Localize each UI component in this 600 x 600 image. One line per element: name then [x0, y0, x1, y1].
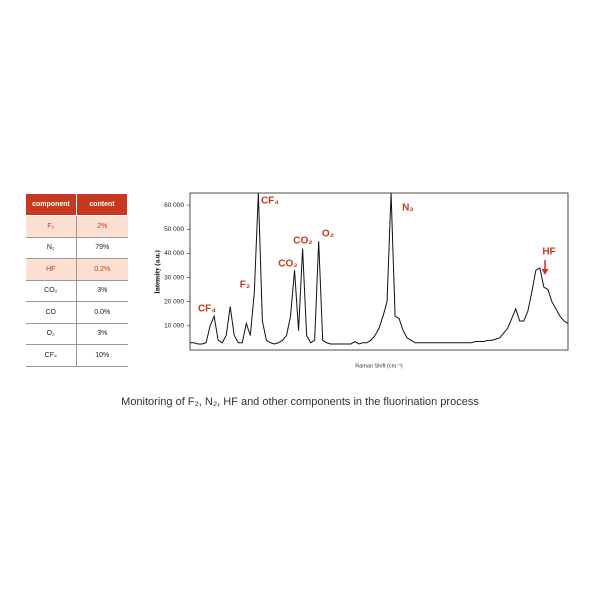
hf-arrowhead	[541, 269, 549, 275]
peak-label: O₂	[322, 229, 334, 240]
peak-label: N₂	[402, 203, 414, 214]
table-row: N₂ 79%	[25, 237, 128, 259]
table-row: CO₂ 3%	[25, 280, 128, 302]
header-cell: component	[25, 193, 77, 216]
table-row: F₂ 2%	[25, 215, 128, 238]
y-tick-label: 50 000	[164, 226, 184, 233]
table-cell: F₂	[25, 215, 77, 238]
peak-label: CO₂	[293, 236, 312, 247]
table-row: O₂ 3%	[25, 323, 128, 345]
spectrum-line	[190, 192, 569, 345]
table-body: F₂ 2% N₂ 79% HF 0.2% CO₂ 3% CO 0.0% O₂ 3% CF₄ 10%	[25, 215, 128, 367]
peak-label: F₂	[240, 280, 251, 291]
table-row: CO 0.0%	[25, 301, 128, 324]
table-cell: O₂	[25, 323, 77, 345]
peak-label: HF	[542, 247, 555, 258]
y-axis-label: Intensity (a.u.)	[154, 249, 162, 293]
y-tick-label: 30 000	[164, 274, 184, 281]
peak-label: CO₂	[278, 259, 297, 270]
table-cell: CO₂	[25, 280, 77, 302]
y-tick-label: 10 000	[164, 323, 184, 330]
table-cell: 79%	[76, 237, 128, 259]
table-row: HF 0.2%	[25, 258, 128, 281]
header-row: component content	[25, 193, 128, 216]
peak-label: CF₄	[198, 304, 216, 315]
table-cell: 2%	[76, 215, 128, 238]
composition-table: component content F₂ 2% N₂ 79% HF 0.2% CO₂ 3% CO 0…	[25, 193, 128, 367]
x-axis-label: Raman Shift (cm⁻¹)	[355, 363, 403, 369]
plot-frame	[189, 192, 569, 351]
y-tick-label: 20 000	[164, 298, 184, 305]
y-tick-label: 60 000	[164, 202, 184, 209]
header-cell: content	[76, 193, 128, 216]
table-cell: HF	[25, 258, 77, 281]
table-cell: 0.0%	[76, 301, 128, 324]
table-cell: 10%	[76, 344, 128, 367]
caption: Monitoring of F₂, N₂, HF and other compo…	[121, 396, 479, 408]
y-tick-label: 40 000	[164, 250, 184, 257]
peak-label: CF₄	[261, 196, 279, 207]
table-cell: CF₄	[25, 344, 77, 367]
table-cell: 3%	[76, 280, 128, 302]
table-cell: 3%	[76, 323, 128, 345]
table-cell: CO	[25, 301, 77, 324]
table-cell: 0.2%	[76, 258, 128, 281]
table-cell: N₂	[25, 237, 77, 259]
table-row: CF₄ 10%	[25, 344, 128, 367]
